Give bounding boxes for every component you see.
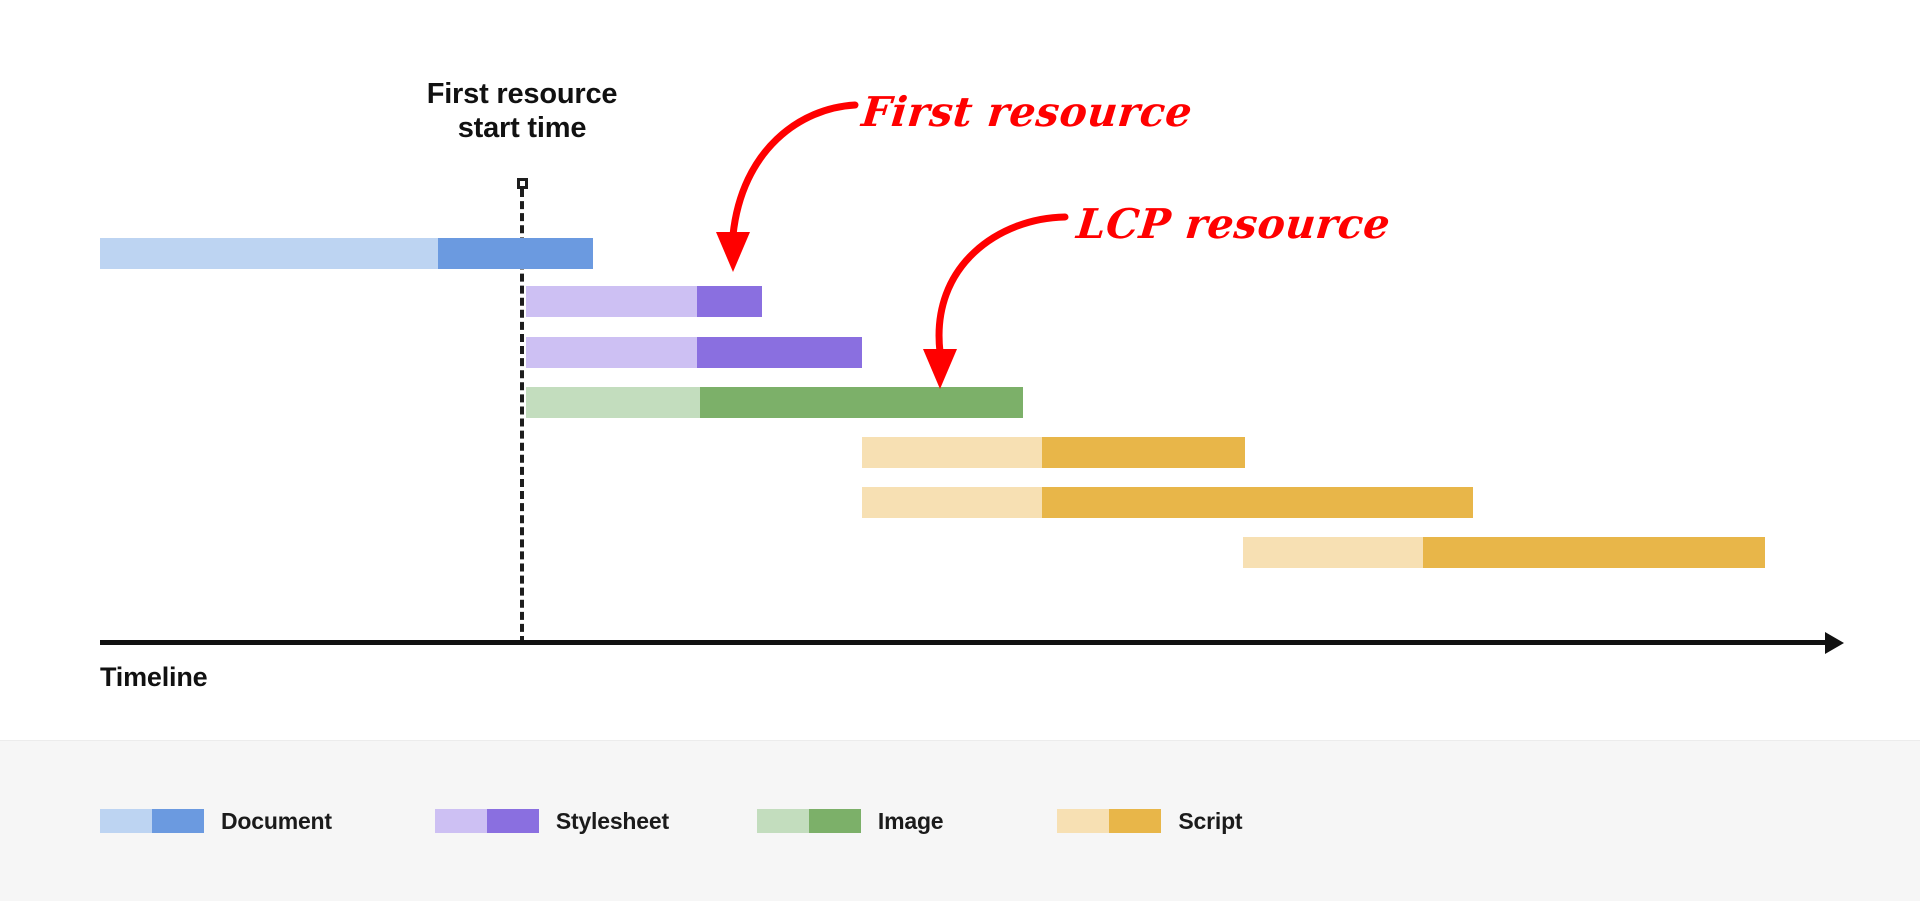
bar-segment-wait bbox=[862, 487, 1042, 518]
bar-segment-download bbox=[1042, 437, 1245, 468]
bar-segment-download bbox=[700, 387, 1023, 418]
timeline-axis-label: Timeline bbox=[100, 662, 208, 692]
annotation-lcp-resource: LCP resource bbox=[1074, 200, 1393, 248]
bar-segment-download bbox=[697, 286, 762, 317]
first-resource-arrow-curve bbox=[729, 101, 859, 239]
waterfall-bar-script-3 bbox=[1243, 537, 1765, 568]
marker-label-line-2: start time bbox=[457, 111, 587, 144]
legend-label-image: Image bbox=[877, 807, 944, 834]
legend-swatch-document bbox=[100, 809, 204, 833]
bar-segment-wait bbox=[526, 387, 700, 418]
legend-item-image: Image bbox=[756, 807, 944, 835]
legend-swatch-script bbox=[1057, 809, 1162, 833]
swatch-light bbox=[100, 809, 152, 833]
legend-swatch-image bbox=[756, 809, 861, 833]
waterfall-bar-script-1 bbox=[862, 437, 1245, 468]
bar-segment-wait bbox=[526, 286, 697, 317]
timeline-axis-arrow-icon bbox=[1825, 632, 1844, 654]
bar-segment-wait bbox=[862, 437, 1042, 468]
start-time-marker-square-icon bbox=[517, 178, 528, 189]
swatch-light bbox=[756, 809, 809, 833]
legend-items: Document Stylesheet Image bbox=[100, 741, 1243, 901]
first-resource-arrow-head-icon bbox=[716, 232, 750, 272]
waterfall-bar-stylesheet-1 bbox=[526, 286, 762, 317]
swatch-dark bbox=[152, 809, 204, 833]
legend-item-document: Document bbox=[100, 808, 332, 835]
legend: Document Stylesheet Image bbox=[0, 740, 1920, 901]
waterfall-bar-script-2 bbox=[862, 487, 1473, 518]
start-time-dashed-line bbox=[520, 189, 524, 644]
bar-segment-wait bbox=[100, 238, 438, 269]
legend-item-stylesheet: Stylesheet bbox=[434, 807, 669, 835]
lcp-resource-arrow-curve bbox=[935, 213, 1069, 356]
waterfall-plot: First resource start time bbox=[100, 78, 1844, 692]
bar-segment-wait bbox=[1243, 537, 1423, 568]
marker-label-line-1: First resource bbox=[426, 78, 618, 110]
legend-item-script: Script bbox=[1057, 807, 1243, 835]
swatch-dark bbox=[1109, 809, 1162, 833]
bar-segment-download bbox=[697, 337, 862, 368]
annotation-first-resource: First resource bbox=[859, 88, 1195, 136]
bar-segment-download bbox=[1042, 487, 1473, 518]
swatch-dark bbox=[808, 809, 861, 833]
legend-label-script: Script bbox=[1178, 807, 1243, 834]
bar-segment-download bbox=[438, 238, 593, 269]
timeline-axis-line bbox=[100, 640, 1830, 645]
bar-segment-wait bbox=[526, 337, 697, 368]
waterfall-bar-image-lcp bbox=[526, 387, 1023, 418]
waterfall-bar-document bbox=[100, 238, 593, 269]
first-resource-start-time-label: First resource start time bbox=[352, 78, 692, 146]
bar-segment-download bbox=[1423, 537, 1765, 568]
legend-label-document: Document bbox=[221, 807, 332, 834]
legend-swatch-stylesheet bbox=[434, 809, 539, 833]
legend-label-stylesheet: Stylesheet bbox=[555, 807, 669, 834]
swatch-dark bbox=[486, 809, 539, 833]
lcp-resource-arrow-head-icon bbox=[923, 349, 957, 389]
swatch-light bbox=[434, 809, 487, 833]
swatch-light bbox=[1057, 809, 1110, 833]
waterfall-bar-stylesheet-2 bbox=[526, 337, 862, 368]
